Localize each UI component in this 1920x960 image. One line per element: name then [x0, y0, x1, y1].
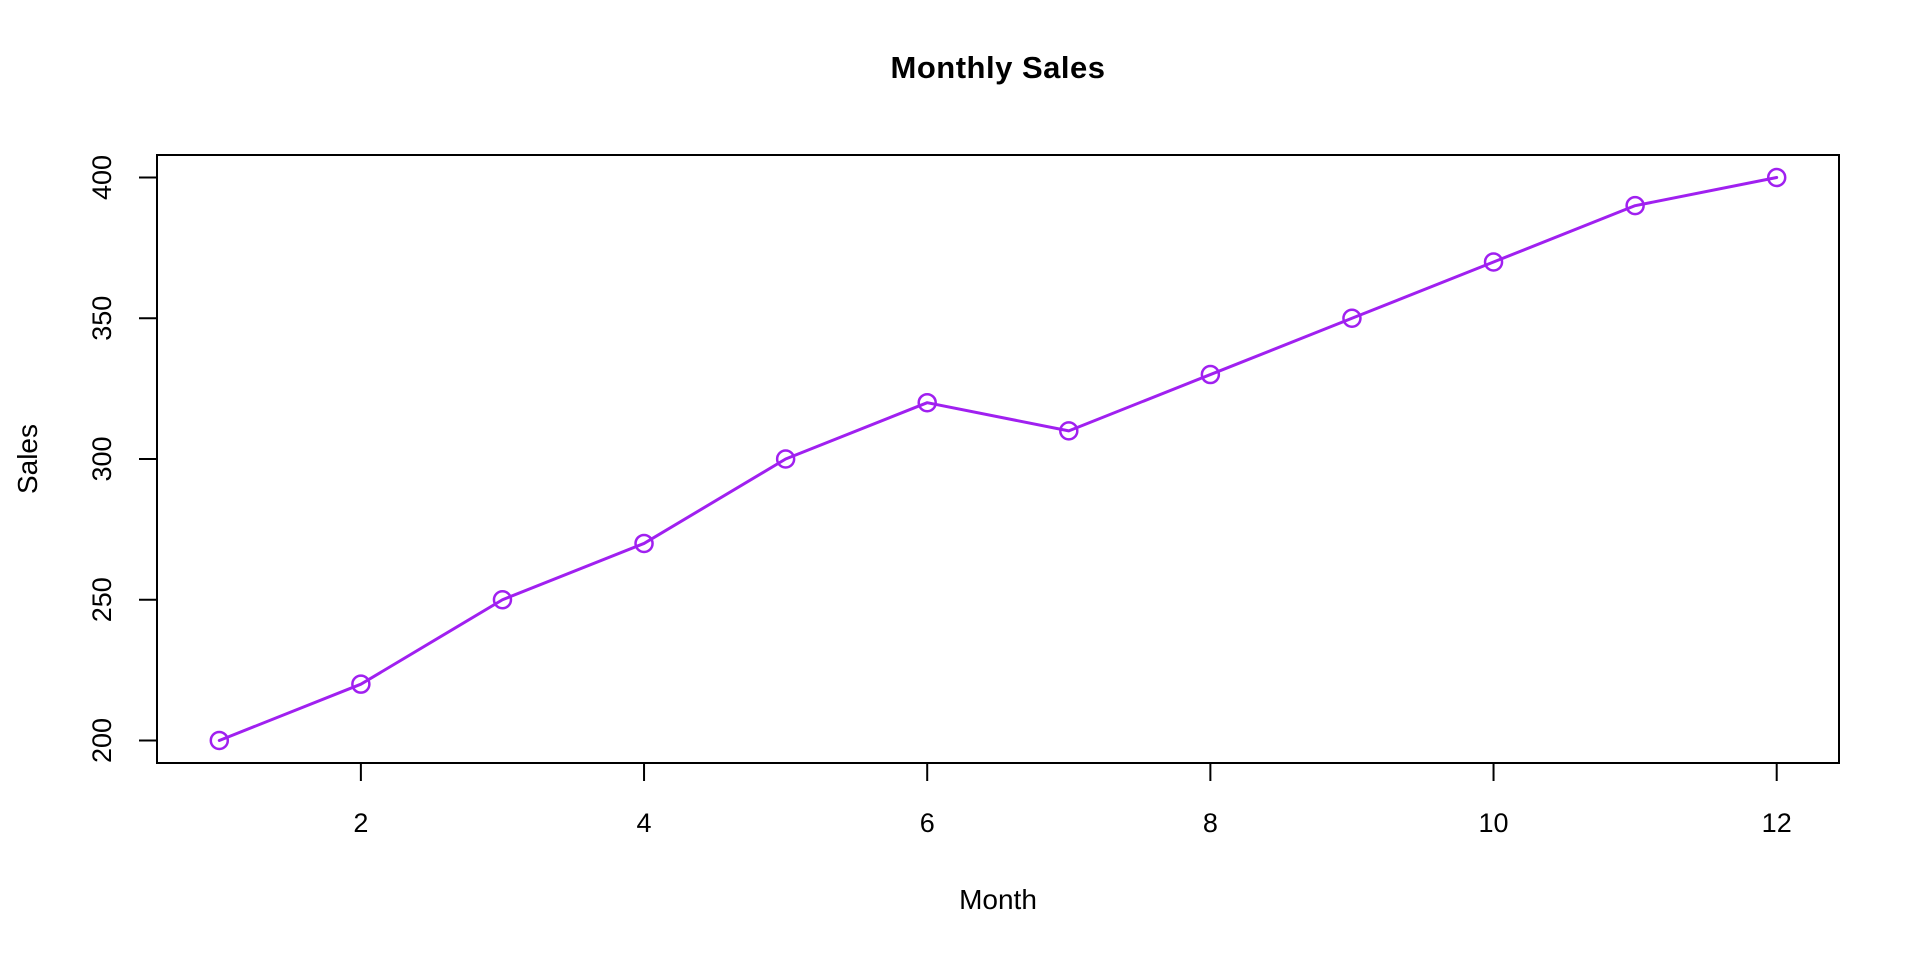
- x-tick-label: 8: [1203, 808, 1218, 838]
- data-point-marker: [775, 449, 796, 469]
- y-tick-label: 300: [87, 436, 117, 481]
- plot-frame: [156, 154, 1840, 764]
- chart-title: Monthly Sales: [890, 50, 1106, 85]
- data-point-marker: [209, 730, 230, 751]
- data-point-marker: [1766, 167, 1787, 188]
- data-point-marker: [1059, 421, 1079, 441]
- x-tick-label: 6: [920, 808, 935, 838]
- y-axis-label: Sales: [12, 423, 43, 495]
- data-point-marker: [492, 589, 513, 610]
- x-tick-label: 4: [637, 808, 652, 838]
- y-tick-label: 350: [87, 296, 117, 341]
- x-tick-label: 10: [1479, 808, 1509, 838]
- series-line-sales: [217, 176, 1779, 742]
- data-point-marker: [1483, 252, 1504, 272]
- data-point-marker: [1200, 364, 1221, 385]
- y-tick-label: 400: [87, 155, 117, 200]
- data-point-marker: [1342, 308, 1362, 329]
- y-tick-label: 200: [87, 718, 117, 763]
- data-point-marker: [917, 392, 937, 413]
- x-axis-label: Month: [959, 884, 1037, 915]
- data-point-marker: [1625, 195, 1645, 216]
- y-tick-label: 250: [87, 577, 117, 622]
- data-point-marker: [351, 674, 371, 694]
- data-point-marker: [634, 533, 654, 554]
- x-tick-label: 12: [1762, 808, 1792, 838]
- x-tick-label: 2: [353, 808, 368, 838]
